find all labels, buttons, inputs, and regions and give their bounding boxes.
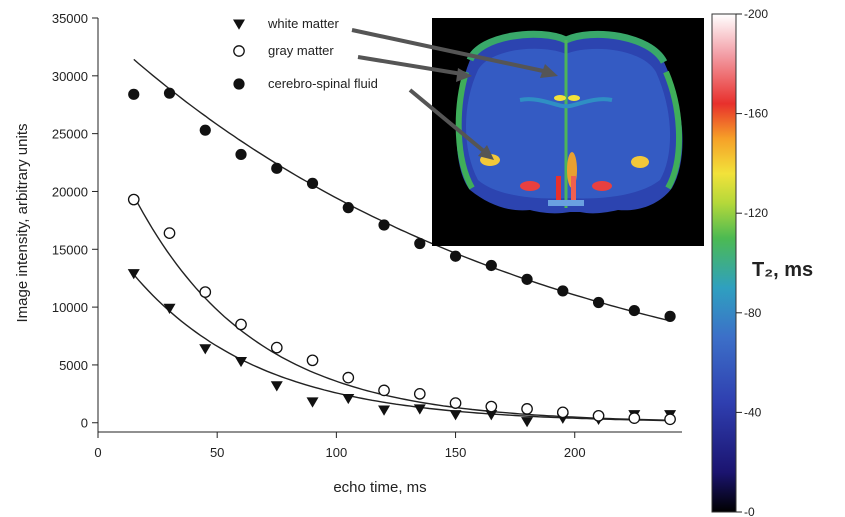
data-point-cerebro-spinal-fluid bbox=[378, 219, 390, 231]
data-point-gray-matter bbox=[306, 354, 319, 367]
colorbar-gradient bbox=[711, 13, 737, 513]
x-tick-label: 50 bbox=[210, 445, 224, 460]
y-tick-label: 0 bbox=[81, 416, 88, 431]
data-point-cerebro-spinal-fluid bbox=[521, 273, 533, 285]
data-point-cerebro-spinal-fluid bbox=[449, 250, 462, 262]
plot-axes bbox=[97, 18, 682, 433]
x-tick-group: 0 50 100 150 200 bbox=[94, 432, 586, 460]
y-tick-label: 15000 bbox=[52, 242, 88, 257]
fit-curve-cerebro-spinal-fluid bbox=[133, 58, 668, 321]
data-point-gray-matter bbox=[270, 341, 283, 354]
data-point-gray-matter bbox=[127, 193, 140, 206]
data-point-white-matter bbox=[342, 393, 355, 405]
data-point-white-matter bbox=[413, 404, 426, 415]
colorbar-tick-label: -40 bbox=[744, 405, 762, 419]
data-point-cerebro-spinal-fluid bbox=[342, 202, 354, 214]
y-tick-label: 25000 bbox=[52, 127, 88, 142]
data-point-cerebro-spinal-fluid bbox=[163, 87, 176, 99]
data-point-cerebro-spinal-fluid bbox=[306, 177, 319, 189]
data-point-cerebro-spinal-fluid bbox=[485, 259, 497, 272]
x-axis-title: echo time, ms bbox=[333, 479, 426, 496]
legend-label: cerebro-spinal fluid bbox=[268, 76, 378, 91]
data-point-gray-matter bbox=[664, 413, 676, 426]
data-point-white-matter bbox=[270, 381, 283, 392]
data-point-gray-matter bbox=[199, 286, 212, 298]
arrow-white-matter-head bbox=[540, 64, 558, 78]
colorbar-tick-label: -200 bbox=[744, 7, 768, 21]
data-point-gray-matter bbox=[378, 384, 390, 397]
data-point-cerebro-spinal-fluid bbox=[414, 237, 426, 250]
y-tick-label: 5000 bbox=[59, 358, 88, 373]
fit-curve-white-matter bbox=[133, 274, 668, 422]
data-point-white-matter bbox=[485, 410, 498, 421]
data-point-white-matter bbox=[449, 410, 462, 421]
fit-curve-gray-matter bbox=[133, 195, 668, 421]
colorbar-tick-label: -160 bbox=[744, 107, 768, 121]
data-point-white-matter bbox=[306, 397, 319, 408]
legend-label: white matter bbox=[267, 16, 339, 31]
data-point-white-matter bbox=[521, 417, 534, 428]
data-point-cerebro-spinal-fluid bbox=[271, 162, 283, 174]
legend-marker-gray-matter bbox=[233, 45, 245, 57]
data-point-cerebro-spinal-fluid bbox=[592, 296, 605, 309]
y-tick-label: 35000 bbox=[52, 11, 88, 26]
data-point-gray-matter bbox=[163, 227, 176, 239]
data-point-cerebro-spinal-fluid bbox=[628, 304, 640, 317]
data-point-gray-matter bbox=[449, 397, 462, 409]
data-point-cerebro-spinal-fluid bbox=[235, 148, 247, 161]
colorbar-tick-group: -200 -160 -120 -80 -40 -0 bbox=[736, 7, 768, 517]
legend-pointer-arrows bbox=[351, 28, 558, 160]
legend: white matter gray matter cerebro-spinal fl… bbox=[233, 16, 378, 91]
y-axis-title: Image intensity, arbitrary units bbox=[14, 124, 31, 323]
data-point-cerebro-spinal-fluid bbox=[664, 310, 676, 322]
data-point-white-matter bbox=[199, 344, 212, 355]
data-point-gray-matter bbox=[485, 400, 498, 413]
data-point-gray-matter bbox=[592, 409, 605, 422]
legend-marker-white-matter bbox=[233, 19, 245, 30]
x-tick-label: 100 bbox=[326, 445, 348, 460]
arrow-csf-head bbox=[478, 145, 494, 160]
data-point-gray-matter bbox=[413, 387, 426, 400]
fit-curve-group bbox=[133, 58, 668, 422]
data-point-white-matter bbox=[163, 303, 176, 314]
data-point-group bbox=[127, 87, 677, 428]
brain-image bbox=[455, 30, 683, 214]
data-point-gray-matter bbox=[235, 318, 247, 331]
y-tick-label: 10000 bbox=[52, 300, 88, 315]
data-point-gray-matter bbox=[556, 406, 569, 419]
legend-marker-cerebro-spinal-fluid bbox=[233, 78, 245, 90]
data-point-cerebro-spinal-fluid bbox=[557, 285, 569, 297]
arrow-gray-matter bbox=[357, 55, 463, 76]
x-tick-label: 0 bbox=[94, 445, 101, 460]
data-point-gray-matter bbox=[521, 403, 533, 415]
data-point-white-matter bbox=[378, 405, 391, 416]
y-tick-group: 0 5000 10000 15000 20000 25000 30000 35000 bbox=[52, 11, 98, 431]
colorbar-tick-label: -120 bbox=[744, 206, 768, 220]
data-point-gray-matter bbox=[628, 412, 641, 424]
x-tick-label: 150 bbox=[445, 445, 467, 460]
arrow-white-matter bbox=[351, 28, 549, 74]
data-point-cerebro-spinal-fluid bbox=[199, 124, 211, 136]
colorbar-title: T₂, ms bbox=[752, 259, 813, 281]
data-point-gray-matter bbox=[342, 371, 355, 384]
arrow-csf bbox=[408, 88, 488, 155]
data-point-white-matter bbox=[127, 269, 140, 280]
colorbar-tick-label: -0 bbox=[744, 505, 755, 517]
colorbar-tick-label: -80 bbox=[744, 306, 762, 320]
y-tick-label: 20000 bbox=[52, 184, 88, 199]
colorbar: -200 -160 -120 -80 -40 -0 T₂, ms bbox=[711, 7, 813, 517]
data-point-cerebro-spinal-fluid bbox=[128, 88, 140, 100]
arrow-gray-matter-head bbox=[456, 68, 472, 82]
data-point-white-matter bbox=[235, 356, 248, 368]
x-tick-label: 200 bbox=[564, 445, 586, 460]
y-tick-label: 30000 bbox=[52, 69, 88, 84]
brain-t2-map-inset bbox=[432, 18, 704, 246]
legend-label: gray matter bbox=[268, 43, 334, 58]
